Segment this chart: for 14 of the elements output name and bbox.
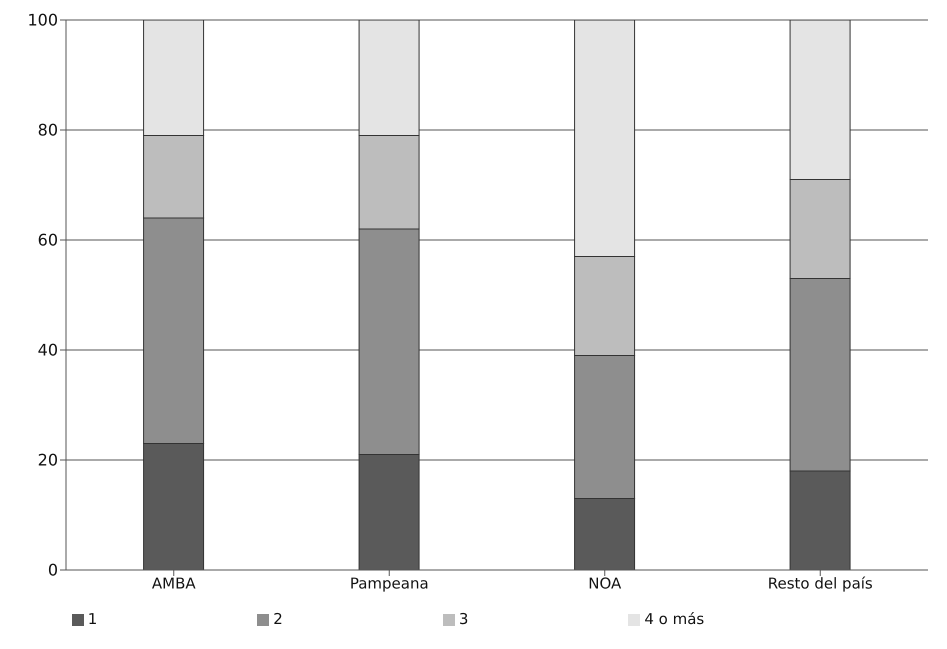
y-tick-label: 20 xyxy=(38,450,58,470)
x-tick-label: Resto del país xyxy=(768,574,873,593)
x-tick-label: Pampeana xyxy=(350,574,429,593)
legend-label: 1 xyxy=(88,610,98,628)
x-tick-label: NOA xyxy=(588,574,622,593)
y-tick-label: 80 xyxy=(38,120,58,140)
legend-label: 3 xyxy=(458,610,468,628)
legend-label: 2 xyxy=(273,610,283,628)
y-tick-label: 60 xyxy=(38,230,58,250)
y-tick-label: 40 xyxy=(38,340,58,360)
legend-label: 4 o más xyxy=(644,610,704,628)
y-tick-label: 100 xyxy=(27,10,58,30)
x-tick-label: AMBA xyxy=(152,574,196,593)
y-tick-label: 0 xyxy=(48,560,58,580)
